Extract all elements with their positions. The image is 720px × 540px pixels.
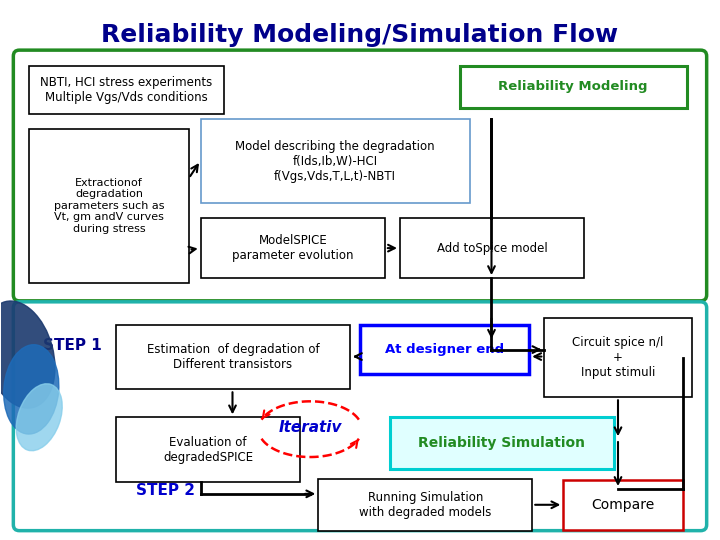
- FancyBboxPatch shape: [14, 50, 706, 301]
- Bar: [390, 417, 614, 469]
- Text: Running Simulation
with degraded models: Running Simulation with degraded models: [359, 491, 492, 519]
- Text: Estimation  of degradation of
Different transistors: Estimation of degradation of Different t…: [147, 343, 319, 371]
- Bar: [116, 417, 300, 482]
- Ellipse shape: [0, 301, 55, 408]
- FancyBboxPatch shape: [14, 302, 706, 531]
- Text: Reliability Modeling: Reliability Modeling: [498, 80, 648, 93]
- Text: STEP 2: STEP 2: [136, 483, 195, 498]
- Text: Evaluation of
degradedSPICE: Evaluation of degradedSPICE: [163, 436, 253, 463]
- Bar: [116, 325, 350, 389]
- Bar: [201, 119, 469, 204]
- Bar: [201, 218, 385, 278]
- Text: Model describing the degradation
f(Ids,Ib,W)-HCI
f(Vgs,Vds,T,L,t)-NBTI: Model describing the degradation f(Ids,I…: [235, 139, 435, 183]
- Text: Add toSpice model: Add toSpice model: [436, 241, 547, 255]
- Text: Reliability Simulation: Reliability Simulation: [418, 436, 585, 450]
- Bar: [30, 129, 189, 283]
- Bar: [360, 325, 529, 374]
- Bar: [400, 218, 584, 278]
- Text: Circuit spice n/l
+
Input stimuli: Circuit spice n/l + Input stimuli: [572, 336, 664, 379]
- Bar: [30, 66, 223, 114]
- Text: Compare: Compare: [591, 498, 654, 512]
- Bar: [563, 480, 683, 530]
- Ellipse shape: [17, 384, 62, 451]
- Bar: [544, 318, 692, 397]
- Text: ModelSPICE
parameter evolution: ModelSPICE parameter evolution: [232, 234, 354, 262]
- Text: NBTI, HCI stress experiments
Multiple Vgs/Vds conditions: NBTI, HCI stress experiments Multiple Vg…: [40, 76, 212, 104]
- Bar: [318, 479, 532, 531]
- Text: Extractionof
degradation
parameters such as
Vt, gm andV curves
during stress: Extractionof degradation parameters such…: [54, 178, 164, 234]
- Bar: [459, 66, 687, 108]
- Ellipse shape: [4, 345, 59, 434]
- Text: STEP 1: STEP 1: [43, 338, 102, 353]
- Text: At designer end: At designer end: [385, 343, 504, 356]
- Text: Iterativ: Iterativ: [279, 420, 342, 435]
- Text: Reliability Modeling/Simulation Flow: Reliability Modeling/Simulation Flow: [102, 23, 618, 48]
